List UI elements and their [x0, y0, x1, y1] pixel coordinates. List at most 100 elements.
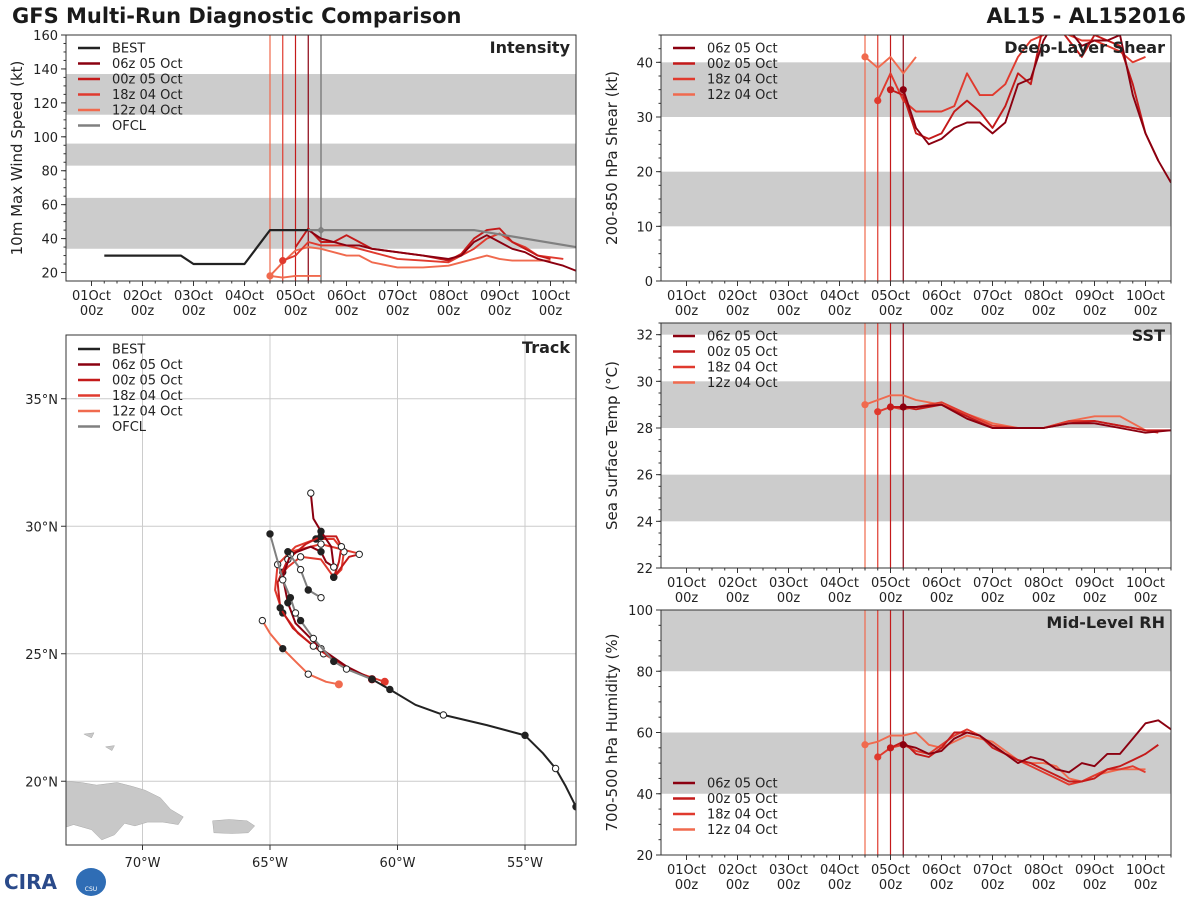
shear-xtick-label: 00z — [930, 304, 954, 319]
track-panel: 70°W 65°W 60°W 55°W 20°N 25°N 30°N 35°N Track BES… — [25, 334, 577, 871]
sst-band — [661, 323, 1171, 335]
track-ytick-label: 35°N — [25, 393, 58, 408]
rh-ytick-label: 20 — [636, 849, 653, 864]
rh-xtick-label: 00z — [675, 878, 699, 893]
intensity-plot-area — [66, 35, 576, 281]
shear-xtick-label: 00z — [777, 304, 801, 319]
rh-xtick-label: 00z — [828, 878, 852, 893]
sst-xtick-label: 05Oct — [871, 576, 910, 591]
intensity-legend-label: 00z 05 Oct — [112, 73, 183, 88]
track-legend-label: BEST — [112, 343, 145, 358]
rh-xtick-label: 10Oct — [1126, 863, 1165, 878]
shear-series-12z-04-oct — [864, 55, 917, 75]
sst-xtick-label: 04Oct — [820, 576, 859, 591]
rh-ytick-label: 60 — [636, 727, 653, 742]
intensity-xtick-label: 03Oct — [174, 289, 213, 304]
intensity-xtick-label: 00z — [335, 304, 359, 319]
intensity-marker — [317, 226, 325, 235]
intensity-xtick-label: 09Oct — [480, 289, 519, 304]
intensity-ytick-label: 160 — [33, 29, 58, 44]
track-point — [258, 616, 267, 625]
track-legend-label: 18z 04 Oct — [112, 389, 183, 404]
intensity-legend-label: 12z 04 Oct — [112, 104, 183, 119]
intensity-panel: 2040608010012014016001Oct00z02Oct00z03Oc… — [8, 29, 577, 319]
track-point — [276, 604, 284, 612]
rh-xtick-label: 00z — [1032, 878, 1056, 893]
track-point — [296, 553, 305, 561]
shear-xtick-label: 00z — [828, 304, 852, 319]
track-point — [521, 731, 529, 740]
intensity-xtick-label: 06Oct — [327, 289, 366, 304]
shear-legend-label: 00z 05 Oct — [707, 57, 778, 72]
shear-band — [661, 62, 1171, 117]
sst-series-06z-05-oct — [903, 403, 1171, 434]
intensity-xtick-label: 00z — [386, 304, 410, 319]
shear-xtick-label: 06Oct — [922, 289, 961, 304]
rh-series-06z-05-oct — [903, 719, 1171, 774]
shear-xtick-label: 02Oct — [718, 289, 757, 304]
track-point — [342, 665, 351, 673]
shear-xtick-label: 09Oct — [1075, 289, 1114, 304]
sst-marker — [874, 408, 882, 416]
shear-marker — [886, 86, 895, 94]
track-legend-label: 00z 05 Oct — [112, 374, 183, 389]
shear-marker — [861, 53, 869, 61]
intensity-ytick-label: 20 — [41, 267, 58, 282]
shear-xtick-label: 00z — [726, 304, 750, 319]
track-xtick-label: 65°W — [252, 856, 288, 871]
cira-logo: CIRA CSU — [4, 866, 108, 898]
track-frame — [65, 334, 577, 846]
shear-xtick-label: 00z — [879, 304, 903, 319]
intensity-marker — [266, 272, 274, 280]
intensity-legend-label: BEST — [112, 42, 145, 57]
rh-plot-area — [661, 610, 1171, 855]
intensity-legend-label: OFCL — [112, 119, 147, 134]
shear-legend-label: 18z 04 Oct — [707, 73, 778, 88]
track-point — [317, 527, 325, 536]
rh-legend-label: 06z 05 Oct — [707, 777, 778, 792]
shear-xtick-label: 00z — [1134, 304, 1158, 319]
shear-series-06z-05-oct — [902, 35, 1171, 184]
intensity-series-06z-05-oct — [307, 229, 576, 272]
track-point — [330, 657, 338, 666]
shear-legend-label: 06z 05 Oct — [707, 42, 778, 57]
track-point — [386, 685, 394, 694]
track-xtick-label: 55°W — [507, 856, 543, 871]
rh-marker — [899, 741, 907, 749]
logo-badge: CSU — [76, 868, 106, 896]
track-06z-05-oct — [281, 492, 373, 681]
intensity-xtick-label: 00z — [284, 304, 308, 319]
intensity-legend-label: 18z 04 Oct — [112, 88, 183, 103]
rh-ytick-label: 100 — [628, 604, 653, 619]
sst-legend-label: 06z 05 Oct — [707, 330, 778, 345]
storm-id: AL15 - AL152016 — [986, 4, 1187, 28]
shear-xtick-label: 08Oct — [1024, 289, 1063, 304]
intensity-ytick-label: 60 — [41, 199, 58, 214]
shear-xtick-label: 10Oct — [1126, 289, 1165, 304]
shear-title: Deep-Layer Shear — [1004, 38, 1165, 57]
rh-marker — [874, 753, 882, 761]
track-point — [304, 586, 312, 594]
track-point — [317, 540, 325, 548]
rh-xtick-label: 09Oct — [1075, 863, 1114, 878]
shear-xtick-label: 00z — [675, 304, 699, 319]
intensity-ytick-label: 120 — [33, 97, 58, 112]
sst-legend-label: 18z 04 Oct — [707, 361, 778, 376]
track-xtick-label: 60°W — [380, 856, 416, 871]
rh-marker — [886, 744, 895, 752]
track-init-marker — [334, 680, 343, 689]
land-polygon — [212, 819, 256, 834]
sst-marker — [886, 403, 895, 411]
shear-xtick-label: 01Oct — [667, 289, 706, 304]
shear-ytick-label: 20 — [636, 166, 653, 181]
track-point — [439, 711, 448, 719]
track-point — [317, 593, 325, 602]
track-legend-label: 06z 05 Oct — [112, 358, 183, 373]
track-ytick-label: 25°N — [25, 648, 58, 663]
sst-ytick-label: 30 — [636, 375, 653, 390]
shear-ylabel: 200-850 hPa Shear (kt) — [603, 71, 621, 245]
shear-panel: 01020304001Oct00z02Oct00z03Oct00z04Oct00… — [603, 34, 1172, 319]
